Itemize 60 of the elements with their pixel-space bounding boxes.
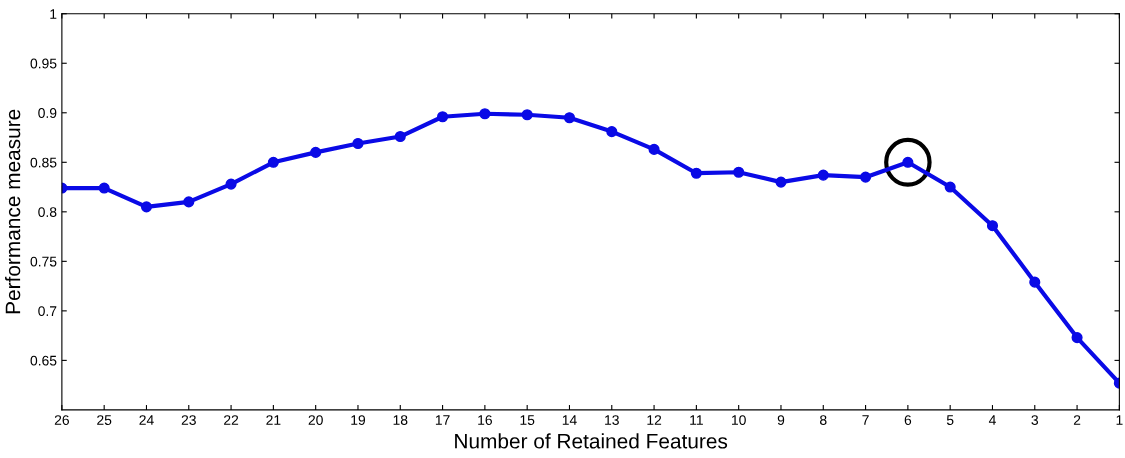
point <box>733 166 745 178</box>
x-tick-label: 15 <box>520 415 535 425</box>
x-tick-label: 4 <box>988 415 996 425</box>
point <box>1071 332 1083 344</box>
x-tick-label: 12 <box>647 415 662 425</box>
point <box>352 137 364 150</box>
x-tick-label: 14 <box>562 415 577 425</box>
x-tick-label: 10 <box>732 415 746 425</box>
point <box>817 169 829 181</box>
point <box>225 178 237 190</box>
point <box>986 220 999 232</box>
x-tick-label: 6 <box>904 415 912 425</box>
x-tick-label: 26 <box>54 415 69 425</box>
x-tick-label: 17 <box>435 415 450 425</box>
x-tick-label: 9 <box>777 415 785 425</box>
y-axis-title: Performance measure <box>5 109 21 314</box>
x-tick-label: 24 <box>139 415 154 425</box>
point <box>648 143 660 155</box>
x-tick-label: 2 <box>1073 415 1081 425</box>
point <box>479 108 491 120</box>
x-tick-label: 1 <box>1116 415 1123 425</box>
y-tick-label: 0.9 <box>38 108 57 118</box>
x-tick-label: 18 <box>393 415 408 425</box>
x-tick-label: 5 <box>946 415 954 425</box>
x-tick-label: 16 <box>478 415 492 425</box>
point <box>1029 276 1041 288</box>
point <box>267 156 279 168</box>
x-tick-label: 20 <box>308 415 323 425</box>
x-tick-label: 22 <box>224 415 239 425</box>
x-tick-label: 25 <box>97 415 112 425</box>
point <box>690 167 702 179</box>
point <box>310 146 322 158</box>
point <box>775 176 787 188</box>
point <box>140 201 153 213</box>
point <box>437 111 449 123</box>
point <box>394 130 406 143</box>
y-tick-label: 0.7 <box>38 306 57 317</box>
point <box>944 181 956 193</box>
x-tick-label: 23 <box>181 415 196 425</box>
point <box>521 109 533 121</box>
x-tick-label: 7 <box>862 415 869 425</box>
point <box>606 126 618 138</box>
y-tick-label: 0.75 <box>30 256 57 267</box>
x-tick-label: 19 <box>351 415 366 425</box>
point <box>563 112 576 124</box>
y-tick-label: 0.85 <box>30 157 57 168</box>
y-tick-label: 0.8 <box>38 207 57 217</box>
point <box>183 196 195 208</box>
point <box>902 156 914 168</box>
x-tick-label: 13 <box>605 415 619 425</box>
point <box>98 182 110 194</box>
y-tick-label: 0.95 <box>30 58 57 69</box>
x-tick-label: 3 <box>1031 415 1039 425</box>
x-tick-label: 21 <box>266 415 281 425</box>
y-tick-label: 0.65 <box>30 355 57 366</box>
x-tick-label: 11 <box>690 415 703 425</box>
y-tick-label: 1 <box>50 9 57 19</box>
point <box>860 171 872 183</box>
x-axis-title: Number of Retained Features <box>455 433 728 449</box>
x-tick-label: 8 <box>820 415 827 425</box>
